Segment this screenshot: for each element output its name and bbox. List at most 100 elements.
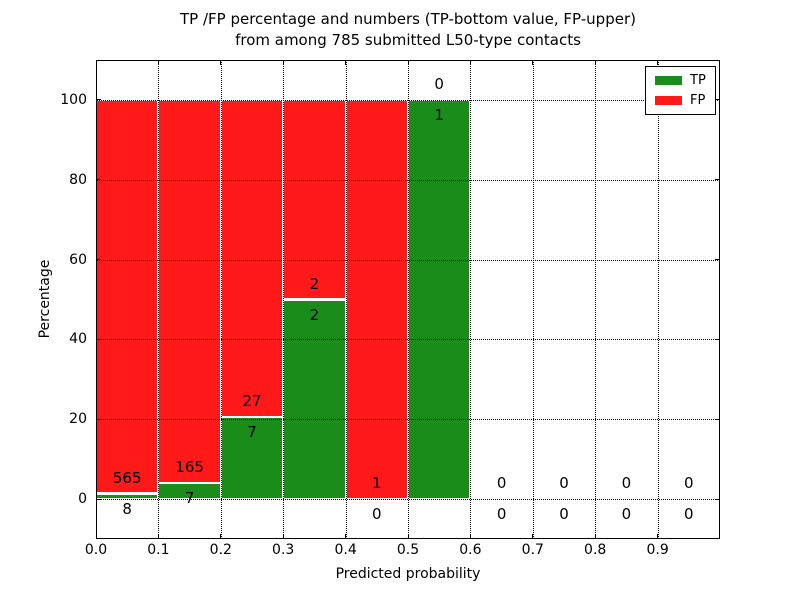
- tp-legend-swatch: [655, 76, 682, 85]
- fp-count-label: 0: [621, 474, 632, 493]
- fp-legend-swatch: [655, 96, 682, 105]
- y-gridline: [96, 99, 720, 101]
- fp-count-label: 0: [496, 474, 507, 493]
- y-tick-left: [96, 498, 101, 500]
- y-tick-right: [715, 418, 720, 420]
- x-gridline: [595, 60, 597, 539]
- x-tick-label: 0.0: [84, 542, 108, 558]
- fp-count-label: 27: [242, 391, 262, 410]
- x-tick-top: [657, 60, 659, 65]
- fp-count-label: 0: [559, 474, 569, 493]
- y-tick-left: [96, 418, 101, 420]
- x-tick-bottom: [282, 534, 284, 539]
- y-gridline: [96, 499, 720, 501]
- x-tick-bottom: [407, 534, 409, 539]
- y-axis-label: Percentage: [37, 259, 53, 339]
- y-tick-left: [96, 338, 101, 340]
- bar-segment-tp: [408, 99, 471, 500]
- fp-legend-label: FP: [690, 93, 706, 108]
- y-gridline: [96, 419, 720, 421]
- tp-count-label: 8: [122, 499, 132, 518]
- y-tick-left: [96, 179, 101, 181]
- bar-segment-fp: [158, 99, 221, 483]
- chart-title: TP /FP percentage and numbers (TP-bottom…: [180, 10, 636, 28]
- y-tick-label: 0: [78, 491, 87, 508]
- y-gridline: [96, 179, 720, 181]
- x-tick-label: 0.5: [396, 542, 420, 558]
- x-tick-bottom: [95, 534, 97, 539]
- y-tick-right: [715, 259, 720, 261]
- x-gridline: [345, 60, 347, 539]
- bar-segment-fp: [220, 99, 284, 417]
- tp-count-label: 7: [247, 422, 257, 441]
- x-tick-bottom: [469, 534, 471, 539]
- x-tick-label: 0.6: [459, 542, 482, 558]
- x-tick-bottom: [594, 534, 596, 539]
- tp-count-label: 2: [309, 305, 320, 324]
- x-tick-label: 0.4: [334, 542, 357, 558]
- tp-count-label: 1: [434, 105, 444, 124]
- x-tick-label: 0.7: [521, 542, 544, 558]
- fp-count-label: 1: [372, 474, 382, 493]
- x-tick-top: [157, 60, 159, 65]
- y-tick-right: [715, 338, 720, 340]
- bar-segment-tp: [283, 299, 346, 500]
- bar-segment-fp: [283, 99, 346, 300]
- y-tick-label: 20: [69, 411, 87, 428]
- x-tick-label: 0.3: [272, 542, 295, 558]
- x-gridline: [470, 60, 472, 539]
- x-tick-label: 0.8: [584, 542, 607, 558]
- x-gridline: [283, 60, 285, 539]
- x-tick-bottom: [532, 534, 534, 539]
- bar-segment-fp: [345, 99, 408, 500]
- bar-segment-fp: [96, 99, 159, 494]
- fp-count-label: 2: [309, 274, 320, 293]
- x-tick-top: [345, 60, 347, 65]
- x-tick-top: [282, 60, 284, 65]
- y-gridline: [96, 339, 720, 341]
- legend: TP FP: [645, 66, 716, 115]
- tp-count-label: 0: [372, 505, 382, 524]
- x-tick-bottom: [157, 534, 159, 539]
- tp-count-label: 0: [621, 505, 632, 524]
- y-tick-right: [715, 99, 720, 101]
- tp-count-label: 0: [559, 505, 569, 524]
- fp-count-label: 165: [175, 457, 204, 476]
- x-tick-bottom: [345, 534, 347, 539]
- y-tick-label: 100: [60, 91, 87, 108]
- x-axis-label: Predicted probability: [335, 566, 481, 582]
- y-tick-label: 80: [69, 171, 87, 188]
- y-gridline: [96, 259, 720, 261]
- x-tick-top: [532, 60, 534, 65]
- y-tick-left: [96, 99, 101, 101]
- x-tick-top: [95, 60, 97, 65]
- x-tick-label: 0.2: [209, 542, 232, 558]
- x-tick-label: 0.1: [147, 542, 170, 558]
- y-tick-right: [715, 498, 720, 500]
- x-tick-bottom: [220, 534, 222, 539]
- legend-item-fp: FP: [655, 94, 706, 107]
- y-tick-left: [96, 259, 101, 261]
- x-gridline: [408, 60, 409, 539]
- tp-count-label: 0: [496, 505, 507, 524]
- tp-count-label: 0: [684, 505, 694, 524]
- x-gridline: [158, 60, 160, 539]
- y-tick-label: 40: [69, 331, 87, 348]
- fp-count-label: 565: [112, 468, 142, 487]
- legend-item-tp: TP: [655, 74, 706, 87]
- tp-legend-label: TP: [690, 73, 706, 88]
- chart-title-block: TP /FP percentage and numbers (TP-bottom…: [96, 9, 720, 51]
- tp-count-label: 7: [184, 488, 195, 507]
- x-gridline: [96, 60, 97, 539]
- x-gridline: [657, 60, 659, 539]
- fp-count-label: 0: [434, 74, 444, 93]
- x-tick-label: 0.9: [646, 542, 669, 558]
- y-tick-right: [715, 179, 720, 181]
- x-gridline: [220, 60, 222, 539]
- fp-count-label: 0: [684, 474, 694, 493]
- y-tick-label: 60: [69, 251, 87, 268]
- x-gridline: [532, 60, 534, 539]
- chart-subtitle: from among 785 submitted L50-type contac…: [235, 31, 581, 49]
- x-tick-bottom: [657, 534, 659, 539]
